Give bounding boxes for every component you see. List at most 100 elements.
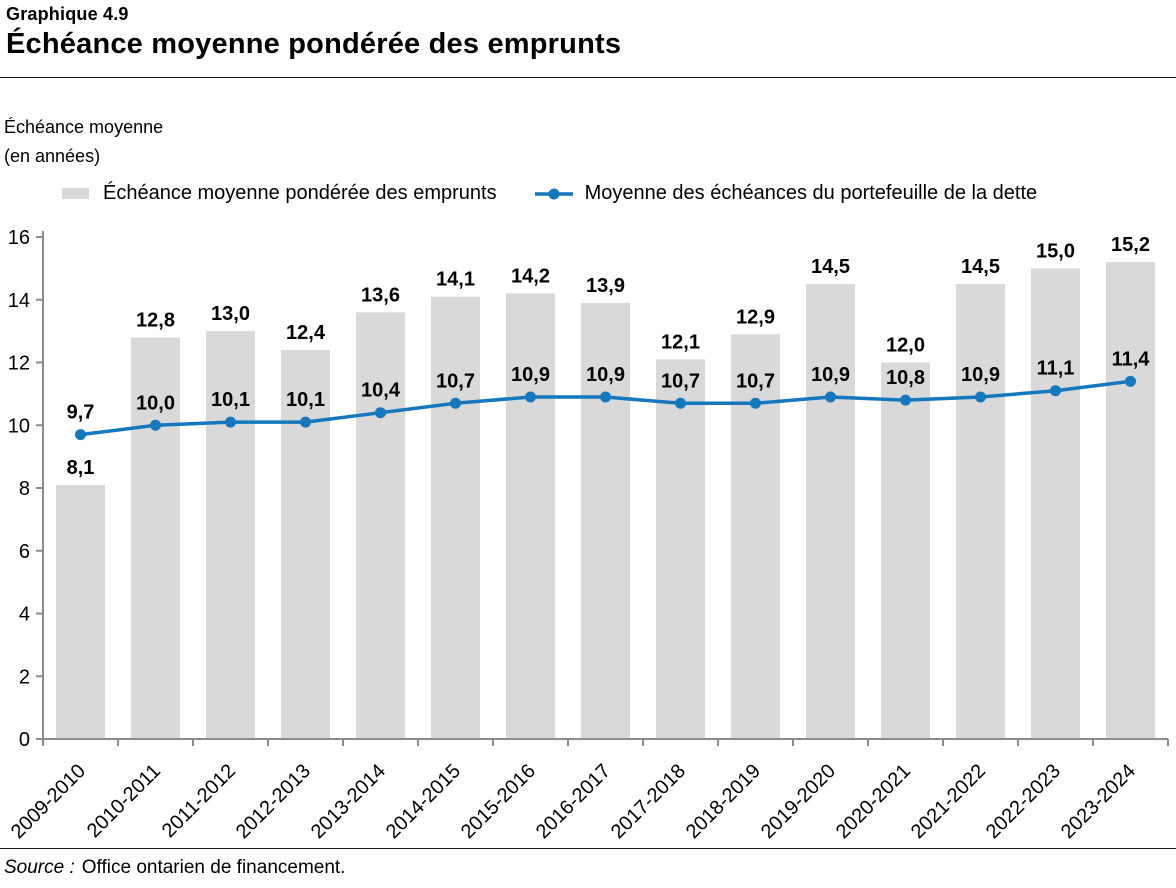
line-value-label: 10,7 (436, 370, 475, 392)
x-category-label: 2015-2016 (457, 760, 540, 843)
line-point (975, 391, 986, 403)
y-tick-label: 12 (8, 353, 30, 375)
bar (1106, 262, 1155, 739)
bar (731, 334, 780, 739)
line-series-marker-icon (534, 187, 573, 201)
x-category-label: 2022-2023 (982, 760, 1065, 843)
bar-value-label: 15,0 (1036, 240, 1075, 262)
line-point (1125, 375, 1136, 387)
y-tick-label: 14 (8, 290, 30, 312)
line-point (825, 391, 836, 403)
x-category-label: 2020-2021 (832, 760, 915, 843)
x-category-label: 2010-2011 (83, 760, 165, 842)
line-value-label: 10,4 (361, 380, 401, 402)
line-point (75, 429, 86, 441)
y-axis-caption-line1: Échéance moyenne (4, 117, 164, 137)
bar-value-label: 13,6 (361, 284, 400, 306)
legend-item-bars: Échéance moyenne pondérée des emprunts (62, 182, 497, 205)
line-point (675, 397, 686, 409)
line-value-label: 10,9 (961, 364, 1000, 386)
y-tick-label: 16 (8, 227, 30, 249)
line-value-label: 10,7 (736, 370, 775, 392)
x-category-label: 2023-2024 (1057, 760, 1140, 843)
y-tick-label: 2 (19, 666, 30, 688)
x-category-label: 2014-2015 (382, 760, 465, 843)
bar (881, 362, 930, 739)
line-point (300, 416, 311, 428)
line-value-label: 11,4 (1112, 348, 1151, 370)
y-tick-label: 8 (19, 478, 30, 500)
chart-header: Graphique 4.9 Échéance moyenne pondérée … (6, 4, 1170, 61)
x-category-label: 2013-2014 (307, 760, 390, 843)
bar (56, 484, 105, 739)
bar (656, 359, 705, 739)
bar-value-label: 14,1 (436, 269, 475, 291)
bar (956, 284, 1005, 739)
bar (131, 337, 180, 739)
line-value-label: 10,9 (811, 364, 850, 386)
bar-value-label: 8,1 (67, 457, 95, 479)
x-category-label: 2009-2010 (7, 760, 90, 843)
line-value-label: 10,1 (211, 389, 250, 411)
bar-value-label: 12,1 (661, 331, 700, 353)
bar-value-label: 13,9 (586, 275, 625, 297)
line-point (450, 397, 461, 409)
bar (581, 302, 630, 739)
line-point (1050, 385, 1061, 397)
y-tick-label: 10 (8, 415, 30, 437)
source-text: Office ontarien de financement. (81, 857, 346, 878)
y-tick-label: 0 (19, 729, 30, 751)
source-prefix: Source : (4, 857, 75, 878)
bar (506, 293, 555, 739)
bar-value-label: 12,0 (886, 335, 925, 357)
line-value-label: 10,8 (886, 367, 925, 389)
bar (1031, 268, 1080, 739)
line-value-label: 10,9 (586, 364, 625, 386)
line-point (600, 391, 611, 403)
legend-label-bars: Échéance moyenne pondérée des emprunts (103, 182, 497, 204)
header-divider (0, 77, 1176, 78)
line-value-label: 10,1 (286, 389, 325, 411)
bar-value-label: 13,0 (211, 303, 250, 325)
line-point (900, 394, 911, 406)
page-title: Échéance moyenne pondérée des emprunts (6, 27, 622, 60)
bar-value-label: 12,8 (136, 309, 175, 331)
line-point (375, 407, 386, 419)
footer-divider (0, 848, 1176, 849)
bar-value-label: 12,4 (286, 322, 326, 344)
x-category-label: 2012-2013 (232, 760, 315, 843)
line-point (750, 397, 761, 409)
y-tick-label: 6 (19, 541, 30, 563)
bar (356, 312, 405, 739)
y-tick-label: 4 (19, 604, 30, 626)
bar-value-label: 15,2 (1111, 234, 1150, 256)
bar-value-label: 14,5 (961, 256, 1000, 278)
line-point (225, 416, 236, 428)
line-value-label: 10,9 (511, 364, 550, 386)
x-category-label: 2016-2017 (532, 760, 615, 843)
bar (431, 296, 480, 739)
x-category-label: 2011-2012 (158, 760, 240, 842)
legend: Échéance moyenne pondérée des emprunts M… (62, 182, 1037, 205)
bar-value-label: 14,2 (511, 265, 550, 287)
line-value-label: 11,1 (1037, 358, 1075, 380)
bar-series-swatch-icon (62, 188, 89, 199)
y-axis-caption-line2: (en années) (4, 146, 101, 166)
x-category-label: 2019-2020 (757, 760, 840, 843)
line-point (525, 391, 536, 403)
bar-value-label: 12,9 (736, 306, 775, 328)
bar (206, 331, 255, 739)
x-category-label: 2021-2022 (907, 760, 990, 843)
legend-item-line: Moyenne des échéances du portefeuille de… (534, 182, 1037, 205)
bar (281, 349, 330, 739)
line-point (150, 419, 161, 431)
source-line: Source : Office ontarien de financement. (4, 857, 345, 879)
chart-number: Graphique 4.9 (6, 4, 129, 24)
line-value-label: 10,0 (136, 392, 175, 414)
line-value-label: 9,7 (67, 402, 95, 424)
bar (806, 284, 855, 739)
x-category-label: 2018-2019 (682, 760, 765, 843)
bar-value-label: 14,5 (811, 256, 850, 278)
